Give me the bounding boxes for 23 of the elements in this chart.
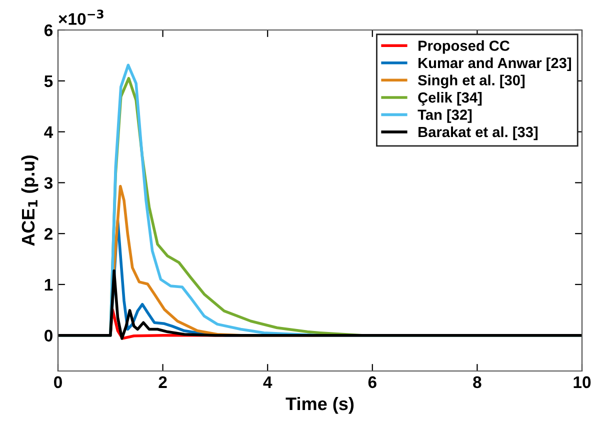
x-axis-title: Time (s) <box>286 396 354 414</box>
legend-label: Barakat et al. [33] <box>418 126 538 140</box>
legend-label: Kumar and Anwar [23] <box>418 57 571 72</box>
x-tick-label: 4 <box>263 376 272 388</box>
x-tick-label: 0 <box>54 376 62 388</box>
line-series <box>58 269 582 340</box>
y-tick-label: 2 <box>44 228 52 240</box>
legend-label: Çelik [34] <box>418 92 482 106</box>
text: ×10$^{−3}$ <box>58 10 104 25</box>
x-tick-label: 10 <box>574 376 591 388</box>
x-tick-label: 8 <box>473 376 482 388</box>
y-tick-label: 5 <box>44 75 53 88</box>
x-tick-label: 6 <box>368 376 376 388</box>
legend-label: Singh et al. [30] <box>418 74 525 88</box>
y-tick-label: 4 <box>44 126 54 138</box>
y-tick-label: 0 <box>44 330 52 342</box>
x-tick-label: 2 <box>158 376 167 388</box>
y-tick-label: 6 <box>44 24 53 36</box>
y-axis-title: ACE$_{1}$ (p.u) <box>21 156 38 246</box>
legend-label: Tan [32] <box>418 109 472 123</box>
legend-label: Proposed CC <box>418 40 510 54</box>
y-tick-label: 1 <box>44 279 53 291</box>
y-tick-label: 3 <box>44 177 53 189</box>
